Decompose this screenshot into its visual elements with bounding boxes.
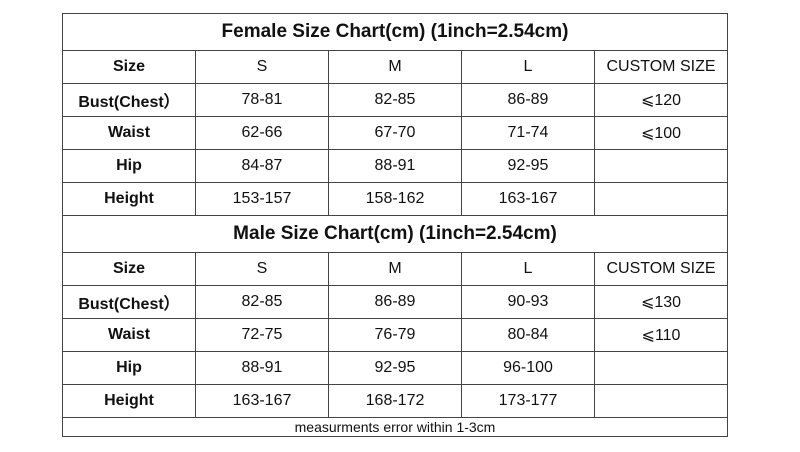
data-cell: 80-84 [461,318,595,352]
data-cell: 62-66 [195,116,329,150]
data-cell: ⩽120 [594,83,728,117]
header-cell: M [328,252,462,286]
data-cell: 86-89 [328,285,462,319]
data-label: Waist [62,116,196,150]
header-label: Size [62,50,196,84]
table-row: Bust(Chest） 82-85 86-89 90-93 ⩽130 [62,285,728,319]
size-chart-table: Female Size Chart(cm) (1inch=2.54cm) Size… [62,13,728,437]
data-cell: 153-157 [195,182,329,216]
data-cell: 78-81 [195,83,329,117]
data-cell: 72-75 [195,318,329,352]
data-cell: 92-95 [461,149,595,183]
data-cell: 90-93 [461,285,595,319]
table-row: Height 153-157 158-162 163-167 [62,182,728,216]
header-cell: M [328,50,462,84]
table-row: Size S M L CUSTOM SIZE [62,252,728,286]
table-row: Waist 72-75 76-79 80-84 ⩽110 [62,318,728,352]
header-cell: L [461,50,595,84]
data-cell [594,384,728,418]
header-label: Size [62,252,196,286]
data-cell: 88-91 [195,351,329,385]
data-cell: 82-85 [195,285,329,319]
header-cell: CUSTOM SIZE [594,252,728,286]
data-cell: 92-95 [328,351,462,385]
data-cell: 71-74 [461,116,595,150]
table-title: Male Size Chart(cm) (1inch=2.54cm) [62,215,728,253]
data-cell [594,351,728,385]
table-row: measurments error within 1-3cm [62,417,728,437]
header-cell: L [461,252,595,286]
data-cell: 76-79 [328,318,462,352]
data-cell: ⩽110 [594,318,728,352]
data-cell: 163-167 [195,384,329,418]
table-row: Waist 62-66 67-70 71-74 ⩽100 [62,116,728,150]
data-cell: 168-172 [328,384,462,418]
data-label: Hip [62,351,196,385]
data-cell: 173-177 [461,384,595,418]
data-cell: ⩽130 [594,285,728,319]
data-cell: 67-70 [328,116,462,150]
data-cell: 84-87 [195,149,329,183]
table-row: Hip 88-91 92-95 96-100 [62,351,728,385]
data-cell [594,182,728,216]
data-cell: 82-85 [328,83,462,117]
data-cell: 86-89 [461,83,595,117]
data-label: Waist [62,318,196,352]
data-label: Bust(Chest） [62,83,196,117]
table-row: Hip 84-87 88-91 92-95 [62,149,728,183]
header-cell: CUSTOM SIZE [594,50,728,84]
note: measurments error within 1-3cm [62,417,728,437]
data-label: Bust(Chest） [62,285,196,319]
data-cell: 163-167 [461,182,595,216]
data-label: Height [62,182,196,216]
table-row: Male Size Chart(cm) (1inch=2.54cm) [62,215,728,253]
data-cell [594,149,728,183]
data-cell: 88-91 [328,149,462,183]
table-row: Female Size Chart(cm) (1inch=2.54cm) [62,13,728,51]
table-title: Female Size Chart(cm) (1inch=2.54cm) [62,13,728,51]
table-row: Bust(Chest） 78-81 82-85 86-89 ⩽120 [62,83,728,117]
table-row: Height 163-167 168-172 173-177 [62,384,728,418]
header-cell: S [195,50,329,84]
data-cell: 158-162 [328,182,462,216]
data-label: Hip [62,149,196,183]
data-cell: ⩽100 [594,116,728,150]
table-row: Size S M L CUSTOM SIZE [62,50,728,84]
data-cell: 96-100 [461,351,595,385]
header-cell: S [195,252,329,286]
data-label: Height [62,384,196,418]
